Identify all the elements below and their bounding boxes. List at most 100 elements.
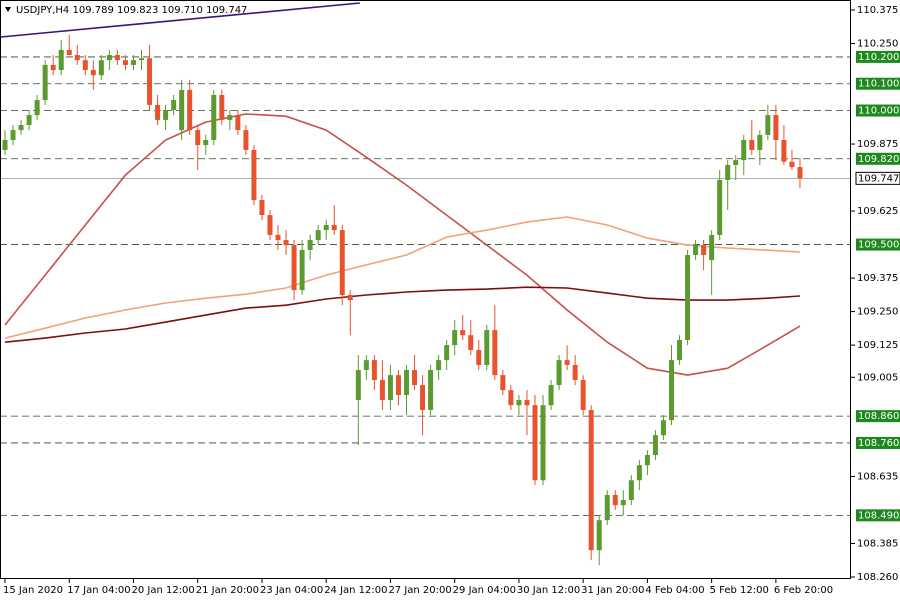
candle-body bbox=[508, 390, 514, 406]
candle-body bbox=[524, 400, 530, 406]
candle-body bbox=[355, 370, 361, 401]
candle-body bbox=[773, 115, 779, 141]
candle-body bbox=[717, 179, 723, 235]
y-tick-label: 109.250 bbox=[857, 307, 898, 318]
x-tick-label: 21 Jan 20:00 bbox=[196, 585, 259, 596]
candle-body bbox=[693, 245, 699, 256]
candle-body bbox=[163, 109, 169, 120]
candle-body bbox=[211, 94, 217, 141]
level-label: 110.200 bbox=[858, 52, 899, 63]
indicator-line bbox=[4, 113, 801, 376]
x-tick-label: 4 Feb 04:00 bbox=[645, 585, 704, 596]
menu-arrow bbox=[5, 7, 11, 12]
indicator-line bbox=[4, 286, 801, 343]
candle-body bbox=[42, 64, 48, 101]
candle-body bbox=[564, 360, 570, 365]
x-tick-label: 27 Jan 20:00 bbox=[388, 585, 451, 596]
candle-body bbox=[588, 409, 594, 551]
candle-body bbox=[66, 49, 72, 56]
level-label: 108.860 bbox=[858, 411, 899, 422]
candle-body bbox=[741, 140, 747, 161]
candle-body bbox=[50, 64, 56, 71]
candle-body bbox=[98, 60, 104, 76]
y-tick-label: 108.385 bbox=[857, 538, 898, 549]
candle-body bbox=[58, 49, 64, 71]
candle-body bbox=[749, 140, 755, 150]
candle-body bbox=[26, 115, 32, 126]
candle-body bbox=[267, 215, 273, 235]
x-tick-label: 24 Jan 12:00 bbox=[324, 585, 387, 596]
candle-body bbox=[612, 494, 618, 506]
candle-body bbox=[428, 370, 434, 410]
y-tick-label: 110.375 bbox=[857, 5, 898, 16]
candle-body bbox=[331, 225, 337, 231]
candle-body bbox=[412, 370, 418, 386]
indicator-line bbox=[4, 216, 801, 339]
candle-body bbox=[404, 370, 409, 395]
candle-body bbox=[668, 360, 674, 421]
candle-body bbox=[516, 400, 522, 406]
candle-body bbox=[797, 167, 803, 179]
plot bbox=[1, 2, 850, 566]
candle-body bbox=[363, 360, 369, 371]
candle-body bbox=[460, 330, 466, 336]
x-tick-label: 6 Feb 20:00 bbox=[774, 585, 833, 596]
candle-body bbox=[114, 55, 120, 61]
candle-body bbox=[34, 100, 40, 116]
candle-body bbox=[155, 104, 161, 120]
chart-title: USDJPY,H4 109.789 109.823 109.710 109.74… bbox=[16, 5, 247, 16]
candle-body bbox=[130, 60, 136, 65]
candle-body bbox=[275, 234, 281, 241]
candle-body bbox=[122, 60, 128, 65]
candle-body bbox=[444, 345, 450, 361]
candle-body bbox=[219, 94, 225, 120]
candle-body bbox=[781, 140, 787, 162]
candle-body bbox=[733, 160, 739, 165]
level-label: 110.100 bbox=[858, 79, 899, 90]
x-tick-label: 30 Jan 12:00 bbox=[517, 585, 580, 596]
x-tick-label: 20 Jan 12:00 bbox=[131, 585, 194, 596]
level-box bbox=[856, 436, 900, 449]
candle-body bbox=[620, 500, 626, 506]
candle-body bbox=[387, 375, 393, 401]
candle-body bbox=[299, 249, 305, 291]
candle-body bbox=[492, 330, 498, 376]
candle-body bbox=[291, 245, 297, 291]
candle-body bbox=[476, 349, 482, 365]
candle-body bbox=[18, 125, 24, 131]
candle-body bbox=[395, 375, 401, 395]
candle-body bbox=[604, 494, 610, 521]
x-tick-label: 15 Jan 2020 bbox=[3, 585, 63, 596]
candle-body bbox=[227, 115, 233, 120]
level-box bbox=[856, 50, 900, 63]
y-tick-label: 110.250 bbox=[857, 39, 898, 50]
x-tick-label: 17 Jan 04:00 bbox=[67, 585, 130, 596]
candle-body bbox=[500, 375, 506, 391]
x-tick-label: 5 Feb 12:00 bbox=[710, 585, 769, 596]
level-box bbox=[856, 238, 900, 251]
candle-body bbox=[307, 240, 313, 250]
candle-body bbox=[436, 360, 442, 371]
candle-body bbox=[371, 360, 377, 380]
candle-body bbox=[540, 405, 546, 481]
candle-body bbox=[452, 330, 458, 346]
candle-body bbox=[147, 58, 153, 105]
candle-body bbox=[420, 385, 426, 410]
candle-body bbox=[580, 379, 586, 410]
candle-body bbox=[259, 200, 265, 216]
candle-body bbox=[644, 455, 650, 466]
indicator-line bbox=[1, 2, 360, 38]
candle-body bbox=[548, 385, 554, 406]
candle-body bbox=[701, 245, 707, 256]
candle-body bbox=[556, 360, 562, 386]
candle-body bbox=[757, 134, 763, 150]
candle-body bbox=[677, 340, 683, 361]
candle-body bbox=[139, 58, 145, 61]
last-price-box bbox=[855, 171, 900, 185]
candle-body bbox=[652, 435, 658, 456]
candle-body bbox=[187, 89, 193, 131]
candle-body bbox=[2, 140, 8, 150]
candle-body bbox=[765, 115, 771, 135]
candle-body bbox=[243, 130, 249, 150]
